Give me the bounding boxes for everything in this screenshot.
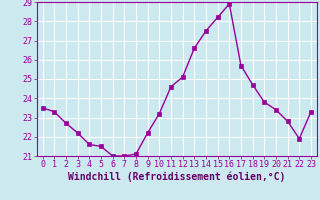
- X-axis label: Windchill (Refroidissement éolien,°C): Windchill (Refroidissement éolien,°C): [68, 172, 285, 182]
